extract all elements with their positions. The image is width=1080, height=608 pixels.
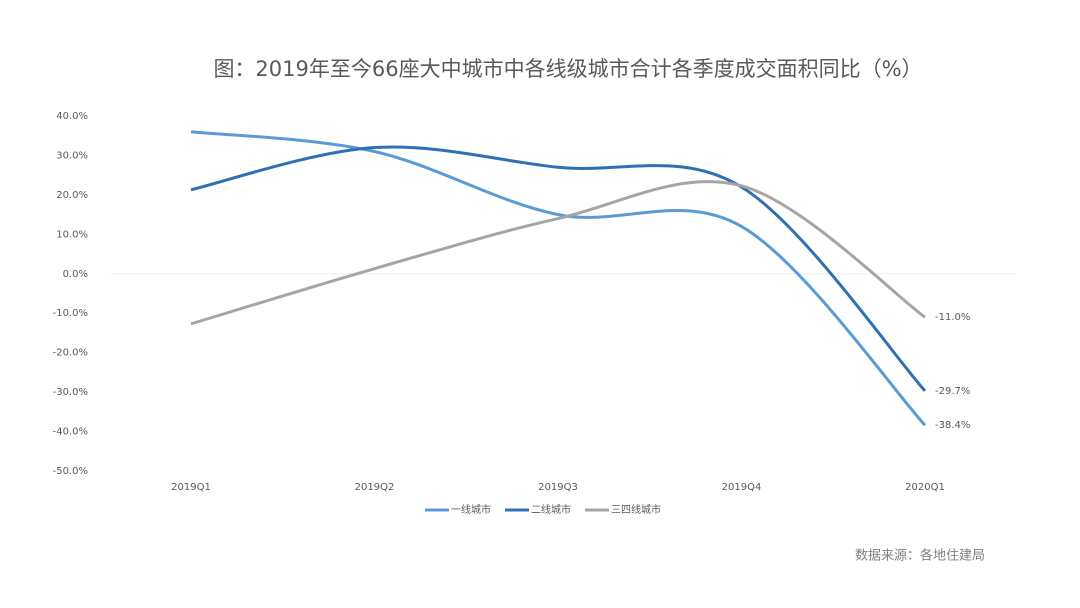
y-tick-label: -30.0%: [53, 387, 88, 398]
data-label: -11.0%: [935, 312, 970, 323]
y-tick-label: 30.0%: [56, 150, 88, 161]
y-tick-label: 0.0%: [63, 269, 88, 280]
series-line: [190, 145, 927, 392]
y-tick-label: -10.0%: [53, 308, 88, 319]
data-label: -29.7%: [935, 386, 970, 397]
series-line: [190, 180, 926, 326]
legend-label: 二线城市: [531, 503, 571, 516]
legend-label: 一线城市: [451, 503, 491, 516]
y-tick-label: 10.0%: [56, 229, 88, 240]
y-tick-label: -50.0%: [53, 466, 88, 477]
chart-title: 图：2019年至今66座大中城市中各线级城市合计各季度成交面积同比（%）: [213, 57, 922, 81]
x-tick-label: 2019Q4: [722, 482, 762, 493]
x-tick-label: 2020Q1: [905, 482, 945, 493]
y-tick-label: 40.0%: [56, 111, 88, 122]
y-tick-label: -40.0%: [53, 427, 88, 438]
source-note: 数据来源：各地住建局: [855, 548, 985, 564]
y-tick-label: -20.0%: [53, 348, 88, 359]
y-tick-label: 20.0%: [56, 190, 88, 201]
series-line: [190, 130, 927, 427]
x-tick-label: 2019Q1: [171, 482, 211, 493]
legend-label: 三四线城市: [611, 503, 661, 516]
data-label: -38.4%: [935, 420, 970, 431]
x-tick-label: 2019Q3: [538, 482, 578, 493]
x-tick-label: 2019Q2: [355, 482, 395, 493]
